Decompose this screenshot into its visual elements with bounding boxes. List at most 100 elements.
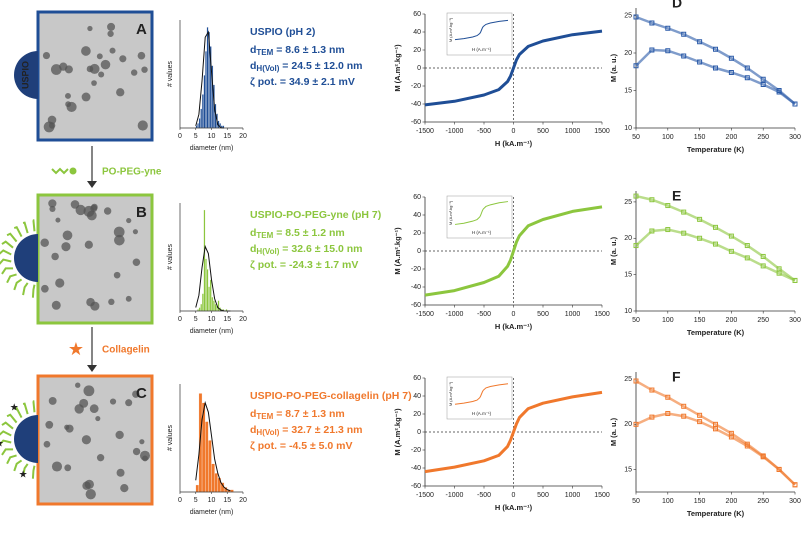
particle (84, 240, 93, 249)
data-point (681, 53, 687, 59)
histogram-bar (206, 27, 209, 129)
particle (64, 464, 72, 472)
particle (142, 455, 148, 462)
histogram-bar (203, 209, 206, 312)
x-tick-label: -1000 (446, 492, 464, 499)
data-point (633, 421, 639, 427)
histogram-bar (205, 421, 209, 493)
particle (132, 229, 138, 235)
peg-chain (32, 219, 36, 232)
x-tick-label: 300 (789, 317, 801, 324)
particle (125, 295, 132, 302)
particle (64, 424, 70, 430)
inset-x-label: H (A.m⁻¹) (472, 47, 492, 52)
data-point (681, 413, 687, 419)
x-tick-label: 500 (537, 311, 549, 318)
y-tick-label: 15 (624, 271, 632, 278)
particle (51, 252, 59, 261)
y-tick-label: 20 (413, 230, 421, 237)
x-tick-label: -500 (477, 128, 491, 135)
particle (116, 468, 125, 477)
x-tick-label: 20 (239, 133, 247, 140)
peg-chain (6, 454, 17, 465)
star-icon: ★ (68, 339, 84, 359)
data-point (728, 55, 734, 61)
particle (103, 207, 112, 215)
y-tick-label: 0 (417, 65, 421, 72)
particle (125, 399, 133, 407)
particle (95, 415, 101, 422)
peg-chain (1, 448, 14, 456)
axis (635, 372, 795, 493)
histogram-bar (208, 440, 212, 493)
peg-icon-end (69, 167, 77, 175)
value-text: = 8.7 ± 1.3 nm (273, 408, 344, 420)
particle (48, 122, 56, 129)
particle (55, 217, 61, 223)
data-point (665, 203, 671, 209)
panel-letter: E (672, 188, 681, 204)
x-tick-label: 100 (662, 134, 674, 141)
series-line (635, 48, 796, 105)
data-point (760, 454, 766, 460)
y-tick-label: 40 (413, 393, 421, 400)
data-point (760, 253, 766, 259)
panel-row: A USPIO 0 5 10 15 20 diameter (nm) # values USPIO… (14, 0, 801, 154)
fit-curve (195, 400, 231, 492)
x-tick-label: -1500 (416, 311, 434, 318)
x-axis-label: Temperature (K) (687, 328, 745, 337)
x-tick-label: 50 (632, 134, 640, 141)
particle (108, 298, 115, 306)
histogram-bar (198, 118, 201, 129)
tem-image (36, 374, 154, 506)
x-axis-label: H (kA.m⁻¹) (495, 322, 533, 331)
particle (75, 382, 81, 388)
x-tick-label: 15 (223, 316, 231, 323)
value-text: = -4.5 ± 5.0 mV (277, 440, 353, 452)
value-text: = 8.6 ± 1.3 nm (273, 44, 344, 56)
data-point (713, 241, 718, 247)
particle (96, 53, 103, 60)
peg-chain (22, 463, 29, 477)
subscript: TEM (256, 231, 273, 240)
particle (109, 47, 116, 54)
info-line: dH(Vol) = 24.5 ± 12.0 nm (250, 60, 363, 73)
subscript: H(Vol) (256, 64, 279, 73)
x-tick-label: 300 (789, 134, 801, 141)
particle (86, 65, 94, 73)
x-axis-label: diameter (nm) (190, 509, 234, 516)
histogram-bar (200, 303, 203, 312)
particle (120, 483, 129, 493)
particle (132, 447, 141, 456)
x-tick-label: 10 (208, 133, 216, 140)
step-label: PO-PEG-yne (102, 167, 162, 178)
value-text: = 24.5 ± 12.0 nm (279, 60, 362, 72)
particle (113, 271, 121, 279)
data-point (713, 224, 718, 230)
fit-curve (195, 30, 225, 129)
x-tick-label: 150 (694, 134, 706, 141)
symbol: d (250, 243, 256, 255)
data-point (728, 70, 734, 75)
x-tick-label: 1000 (565, 492, 581, 499)
particle (81, 92, 91, 102)
x-tick-label: 0 (178, 497, 182, 504)
y-tick-label: 0 (417, 248, 421, 255)
particle (114, 234, 125, 246)
x-tick-label: 0 (512, 492, 516, 499)
axis (635, 191, 795, 312)
histogram-bar (208, 286, 211, 312)
particle (90, 301, 100, 311)
data-point (776, 89, 782, 95)
particle (55, 278, 65, 288)
data-point (665, 394, 671, 400)
data-point (713, 46, 718, 52)
data-point (681, 209, 687, 215)
symbol: d (250, 227, 256, 239)
info-line: dTEM = 8.6 ± 1.3 nm (250, 44, 345, 57)
inset-curve (454, 383, 509, 405)
peg-chain (13, 459, 23, 472)
y-tick-label: 0 (417, 429, 421, 436)
y-tick-label: 20 (624, 235, 632, 242)
x-tick-label: 250 (757, 498, 769, 505)
